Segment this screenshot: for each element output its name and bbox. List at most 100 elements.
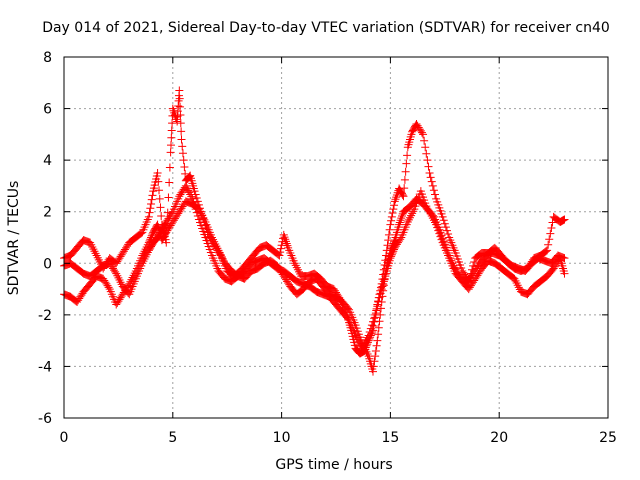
data-point	[395, 218, 404, 227]
data-point	[358, 344, 367, 353]
x-tick-label: 10	[273, 430, 291, 446]
data-point	[143, 248, 152, 257]
data-point	[180, 163, 189, 172]
grid-lines	[64, 57, 608, 418]
data-point	[511, 276, 520, 285]
data-point	[196, 207, 204, 216]
data-point	[187, 192, 196, 201]
data-point	[166, 148, 175, 157]
data-point	[398, 212, 407, 221]
data-point	[214, 246, 223, 255]
data-point	[391, 195, 400, 204]
data-point	[171, 113, 180, 122]
data-point	[387, 252, 396, 261]
data-point	[92, 251, 101, 260]
data-point	[426, 173, 435, 182]
data-point	[374, 330, 383, 339]
data-point	[404, 215, 413, 224]
data-point	[185, 172, 194, 181]
data-point	[211, 239, 220, 248]
data-point	[199, 213, 208, 222]
y-axis-label: SDTVAR / TECUs	[6, 181, 22, 296]
data-point	[399, 192, 408, 201]
data-point	[116, 278, 125, 287]
data-point	[427, 177, 436, 186]
data-point	[146, 204, 155, 213]
data-point	[165, 178, 174, 187]
data-point	[90, 247, 99, 256]
data-point	[91, 249, 100, 258]
data-point	[190, 187, 199, 196]
data-point	[212, 242, 221, 251]
data-point	[351, 331, 360, 340]
data-point	[154, 177, 163, 186]
data-point	[167, 209, 176, 218]
data-point	[547, 224, 556, 233]
data-point	[368, 367, 377, 376]
data-point	[402, 159, 411, 168]
data-point	[374, 297, 383, 306]
data-point	[360, 340, 369, 349]
data-point	[365, 328, 374, 337]
chart-title: Day 014 of 2021, Sidereal Day-to-day VTE…	[42, 20, 610, 36]
data-point	[188, 194, 197, 203]
data-point	[280, 233, 289, 242]
data-point	[153, 169, 162, 178]
x-tick-label: 25	[599, 430, 617, 446]
data-point	[438, 212, 447, 221]
data-point	[372, 306, 381, 315]
y-tick-label: 0	[43, 256, 52, 272]
data-point	[276, 244, 285, 253]
data-point	[386, 254, 395, 263]
data-point	[431, 190, 440, 199]
plot-frame	[63, 56, 609, 419]
data-point	[191, 205, 200, 214]
data-point	[544, 240, 553, 249]
data-point	[114, 273, 123, 282]
data-point	[376, 304, 385, 313]
data-point	[290, 259, 299, 268]
data-point	[395, 220, 404, 229]
data-point	[167, 126, 176, 135]
data-point	[155, 194, 164, 203]
data-point	[88, 242, 97, 251]
data-point	[403, 151, 412, 160]
x-tick-label: 15	[381, 430, 399, 446]
data-point	[140, 254, 149, 263]
data-point	[181, 181, 190, 190]
data-point	[512, 279, 521, 288]
data-point	[217, 252, 226, 261]
data-point	[387, 212, 396, 221]
data-point	[409, 207, 418, 216]
data-point	[176, 102, 185, 111]
data-point	[388, 248, 397, 257]
data-point	[371, 352, 380, 361]
y-tick-label: 4	[43, 153, 52, 169]
data-point	[366, 324, 375, 333]
data-point	[175, 94, 184, 103]
data-point	[546, 229, 555, 238]
data-point	[157, 212, 166, 221]
data-point	[166, 141, 175, 150]
data-point	[165, 163, 174, 172]
data-point	[424, 162, 433, 171]
data-point	[142, 250, 151, 259]
data-point	[93, 253, 102, 262]
x-axis-label: GPS time / hours	[275, 457, 392, 473]
data-point	[396, 235, 405, 244]
data-point	[295, 267, 304, 276]
series-cn40-a	[60, 86, 569, 358]
data-point	[147, 195, 156, 204]
data-point	[177, 135, 186, 144]
data-point	[417, 128, 426, 137]
x-tick-label: 20	[490, 430, 508, 446]
data-point	[548, 218, 557, 227]
data-point	[374, 323, 383, 332]
data-point	[419, 130, 428, 139]
data-point	[371, 346, 380, 355]
data-point	[428, 181, 437, 190]
data-point	[361, 337, 370, 346]
data-point	[560, 254, 569, 263]
data-point	[407, 211, 416, 220]
data-point	[440, 219, 449, 228]
